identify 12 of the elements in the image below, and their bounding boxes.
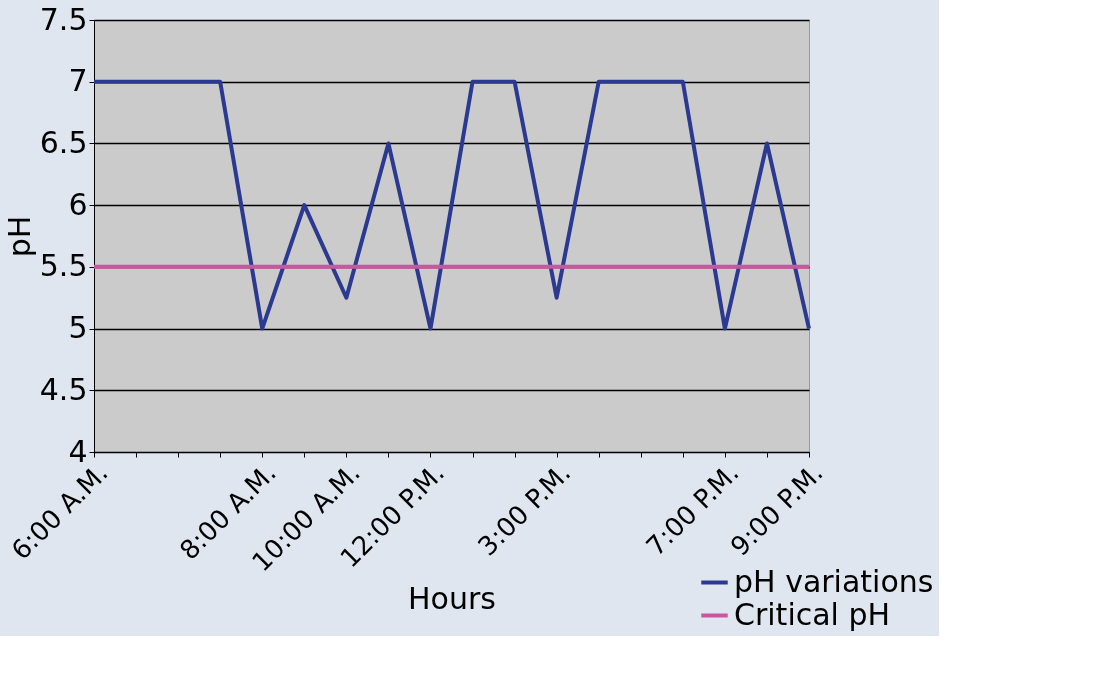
x-axis-title: Hours <box>408 580 496 616</box>
y-tick-label: 4.5 <box>39 371 88 407</box>
y-tick-label: 6.5 <box>39 124 88 160</box>
y-tick-label: 5.5 <box>39 248 88 284</box>
y-tick-label: 5 <box>68 310 88 346</box>
y-tick-label: 7 <box>68 63 88 99</box>
y-tick-label: 7.5 <box>39 1 88 37</box>
y-tick-label: 4 <box>68 433 88 469</box>
y-axis-title: pH <box>1 215 37 258</box>
y-tick-label: 6 <box>68 186 88 222</box>
line-series <box>92 79 811 331</box>
legend-label: pH variations <box>734 563 934 599</box>
